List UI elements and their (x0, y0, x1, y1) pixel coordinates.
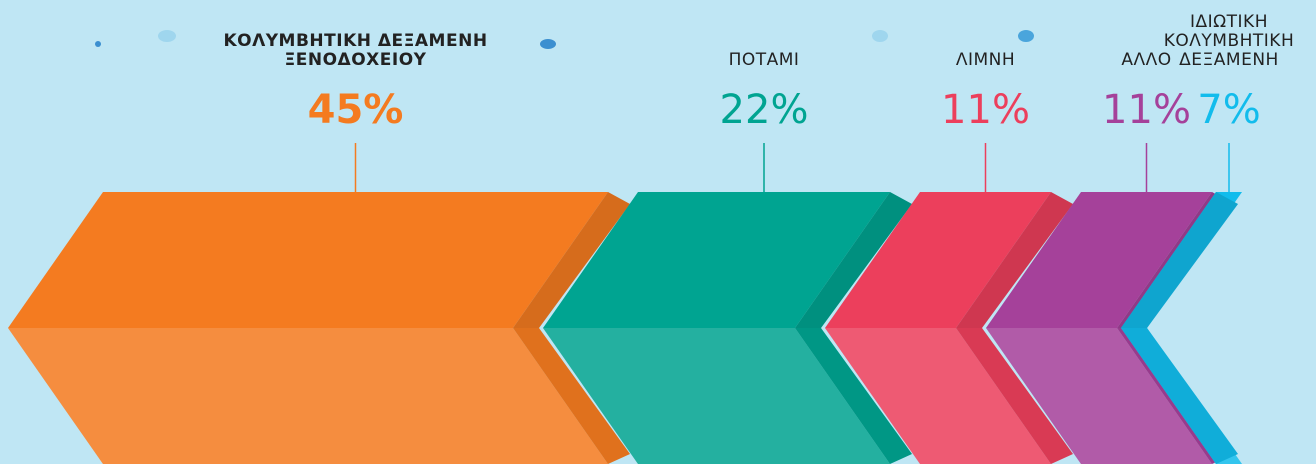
value-label: 7% (1149, 86, 1309, 134)
value-label: 11% (906, 86, 1066, 134)
category-label: ΠΟΤΑΜΙ (689, 51, 839, 70)
value-label: 22% (684, 86, 844, 134)
droplet (1018, 30, 1034, 42)
value-label: 45% (276, 86, 436, 134)
droplet (95, 41, 101, 47)
droplet (872, 30, 888, 42)
category-label: ΛΙΜΝΗ (911, 51, 1061, 70)
category-label: ΚΟΛΥΜΒΗΤΙΚΗ ΔΕΞΑΜΕΝΗ ΞΕΝΟΔΟΧΕΙΟΥ (166, 32, 546, 70)
bottom-shade (8, 328, 608, 464)
infographic: ΚΟΛΥΜΒΗΤΙΚΗ ΔΕΞΑΜΕΝΗ ΞΕΝΟΔΟΧΕΙΟΥ 45% ΠΟΤΑΜ… (0, 0, 1316, 464)
category-label: ΙΔΙΩΤΙΚΗ ΚΟΛΥΜΒΗΤΙΚΗ ΔΕΞΑΜΕΝΗ (1154, 13, 1304, 70)
segment (8, 192, 630, 464)
top-face-outline (8, 192, 608, 328)
